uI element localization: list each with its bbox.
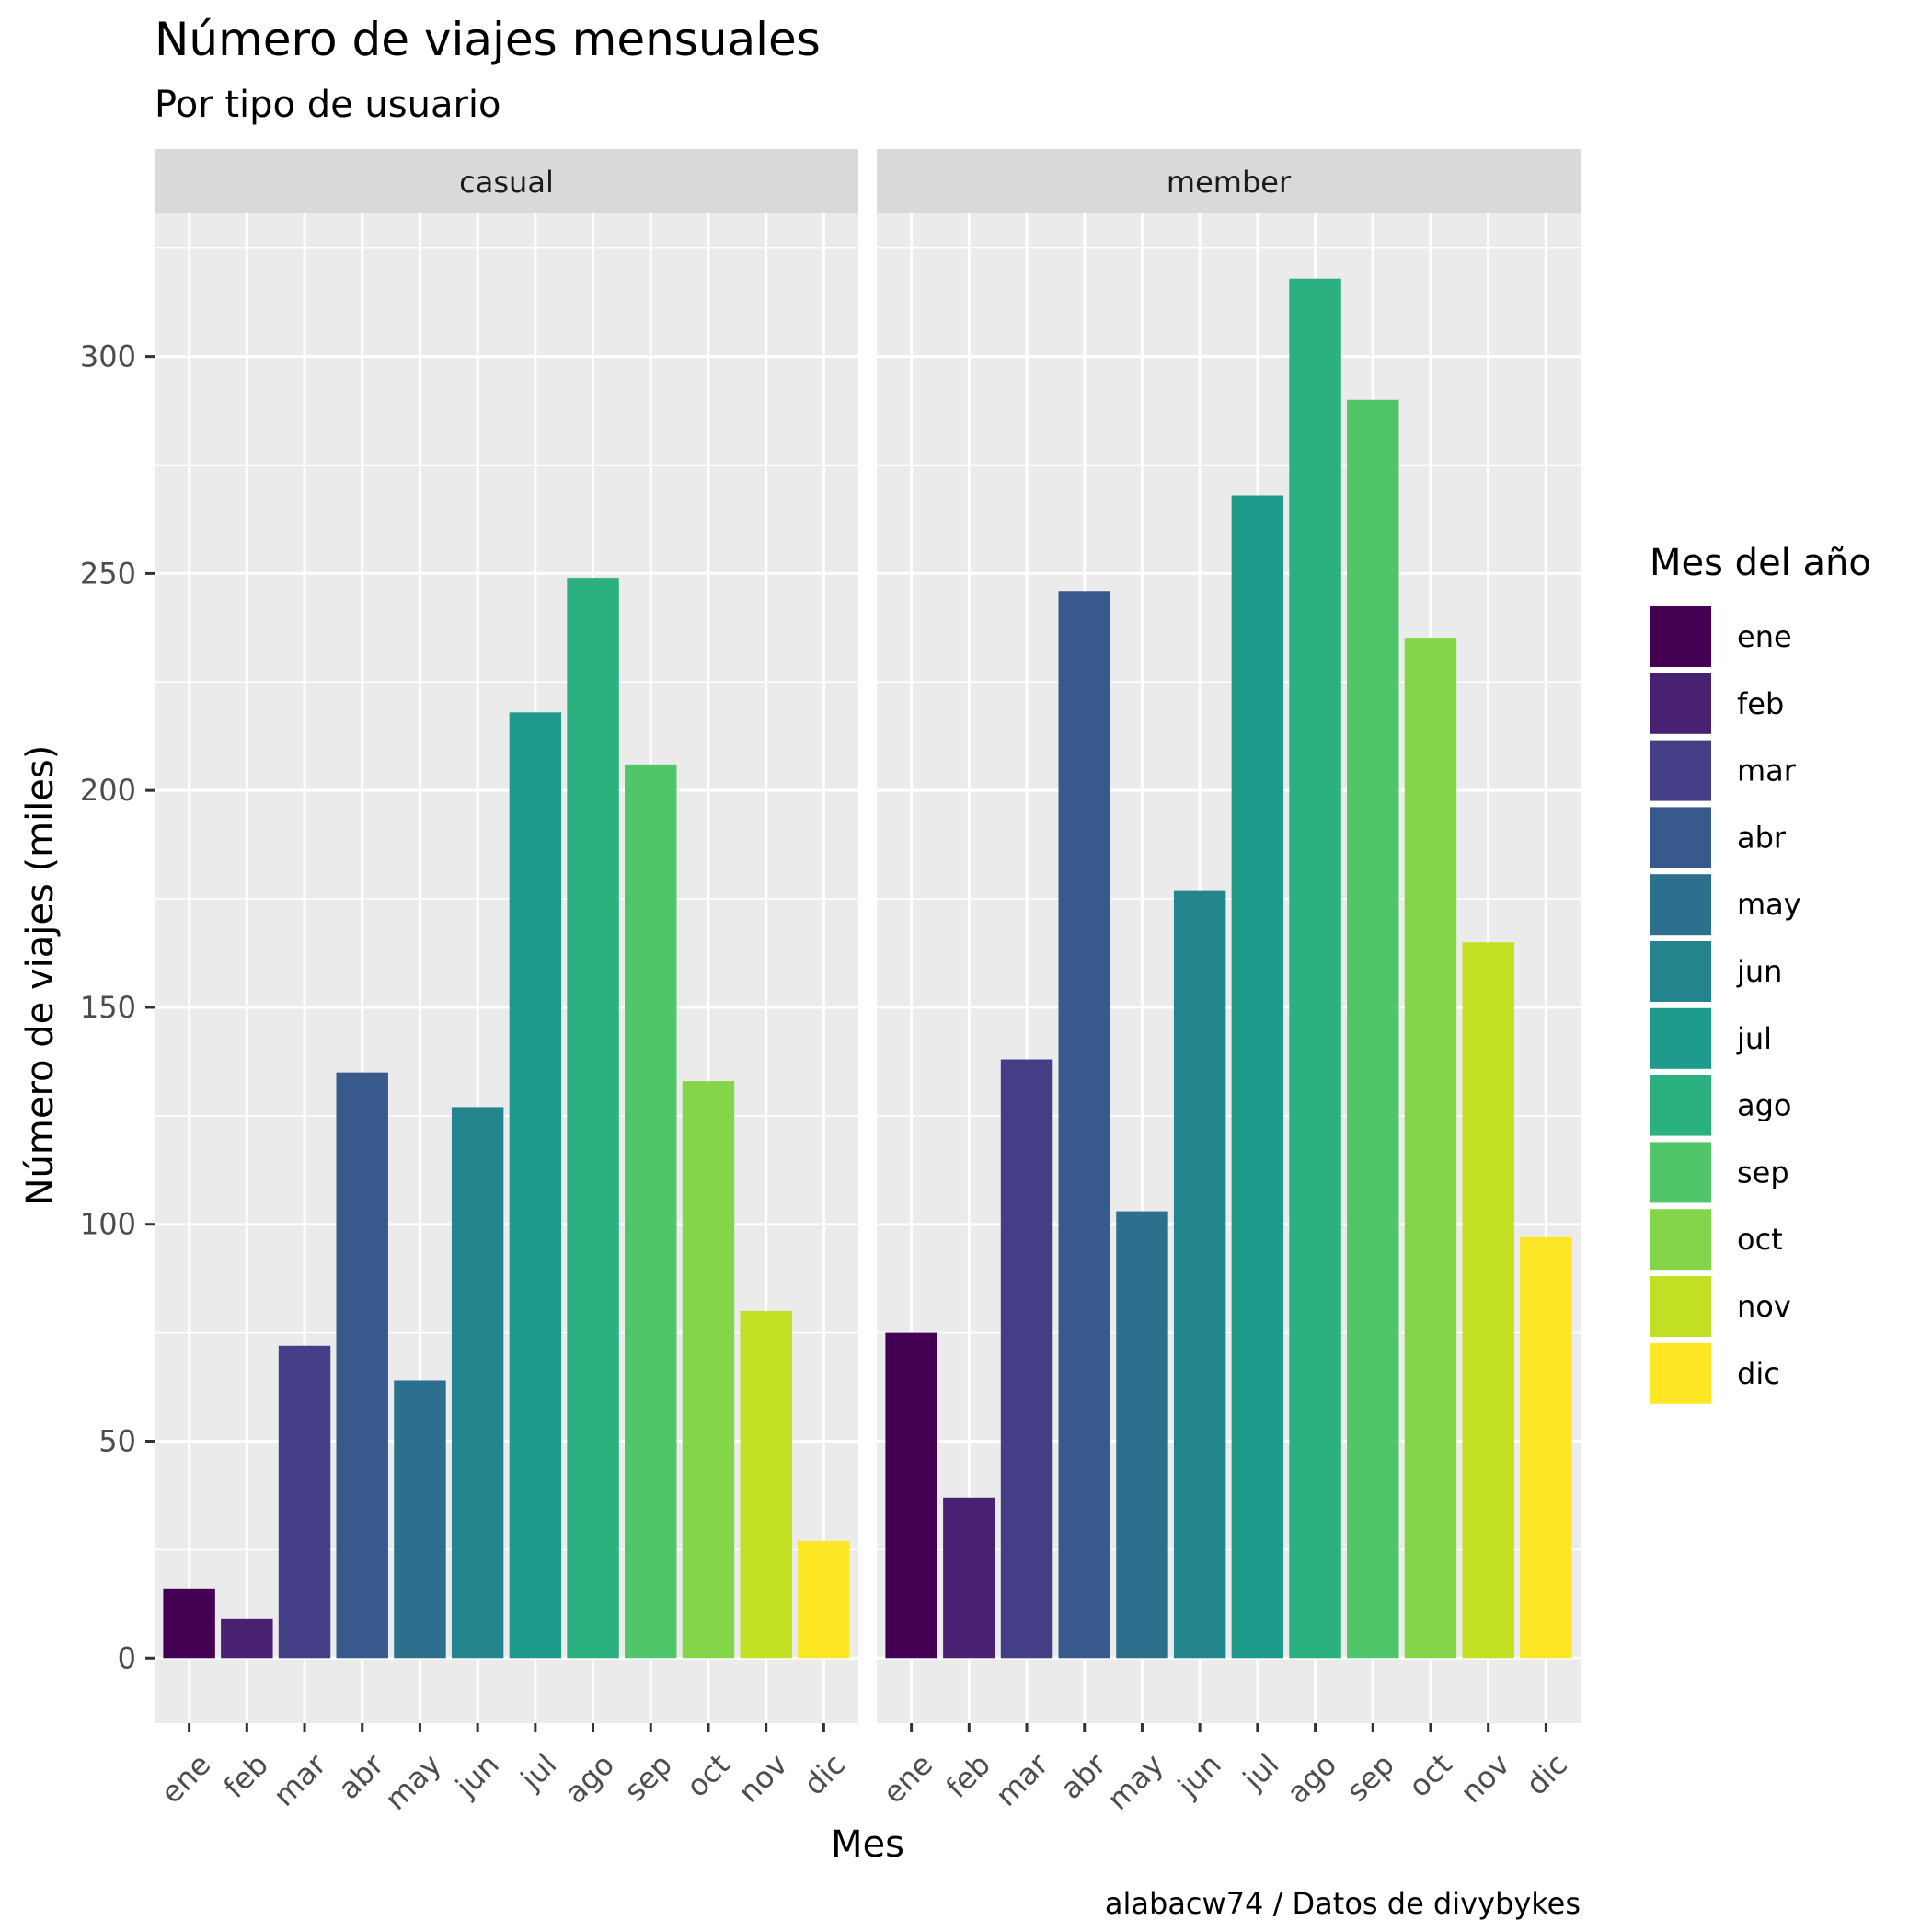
x-tick-label-sep: sep [617, 1747, 679, 1809]
legend-label-dic: dic [1737, 1356, 1780, 1391]
bar-member-jun [1173, 890, 1226, 1659]
facet-strip-label-member: member [1167, 165, 1292, 200]
bar-member-sep [1347, 399, 1399, 1659]
x-tick-label-dic: dic [797, 1747, 852, 1802]
x-tick-label-ene: ene [876, 1747, 939, 1811]
y-tick-label: 100 [80, 1207, 136, 1242]
legend-label-mar: mar [1737, 753, 1797, 788]
x-tick-label-jun: jun [1170, 1747, 1228, 1805]
y-tick-label: 300 [80, 339, 136, 374]
bar-member-mar [1000, 1059, 1053, 1659]
x-tick-label-dic: dic [1519, 1747, 1574, 1802]
bar-member-feb [943, 1497, 995, 1659]
legend-label-nov: nov [1737, 1289, 1791, 1324]
x-tick-label-nov: nov [1454, 1747, 1516, 1810]
x-tick-label-mar: mar [267, 1746, 334, 1813]
x-tick-label-oct: oct [1402, 1747, 1459, 1804]
bar-casual-feb [221, 1618, 273, 1659]
bar-member-jul [1231, 495, 1284, 1659]
x-tick-label-jul: jul [513, 1747, 563, 1797]
bar-member-nov [1462, 942, 1514, 1659]
x-axis-title: Mes [831, 1823, 904, 1866]
legend-label-abr: abr [1737, 820, 1787, 855]
x-tick-label-nov: nov [731, 1747, 794, 1810]
bar-casual-oct [682, 1081, 735, 1659]
x-tick-label-sep: sep [1340, 1747, 1401, 1809]
y-tick-label: 200 [80, 773, 136, 808]
x-tick-label-may: may [1100, 1747, 1170, 1817]
chart-title: Número de viajes mensuales [155, 13, 821, 66]
bar-casual-dic [798, 1540, 850, 1659]
legend-key-nov [1649, 1274, 1713, 1339]
legend: Mes del año ene feb mar abr may jun jul ago sep o… [1649, 542, 1871, 1406]
bar-member-dic [1520, 1236, 1572, 1659]
bar-casual-jul [509, 712, 562, 1659]
legend-key-abr [1649, 805, 1713, 870]
bar-casual-nov [740, 1311, 792, 1659]
bar-casual-jun [451, 1107, 504, 1659]
y-tick-label: 250 [80, 556, 136, 591]
legend-label-ago: ago [1737, 1088, 1792, 1123]
bar-member-abr [1058, 591, 1110, 1659]
facet-strip-member [877, 149, 1581, 213]
y-tick-label: 0 [118, 1640, 136, 1675]
y-tick-label: 50 [98, 1423, 136, 1458]
legend-title: Mes del año [1650, 542, 1871, 584]
x-tick-label-mar: mar [989, 1746, 1056, 1813]
legend-label-may: may [1737, 887, 1801, 922]
legend-key-oct [1649, 1207, 1713, 1272]
legend-label-oct: oct [1737, 1222, 1783, 1257]
facet-strip-label-casual: casual [459, 165, 554, 200]
x-tick-label-may: may [378, 1747, 448, 1817]
x-tick-label-feb: feb [939, 1747, 997, 1805]
legend-key-mar [1649, 738, 1713, 803]
legend-label-jul: jul [1736, 1021, 1772, 1056]
legend-label-sep: sep [1737, 1155, 1789, 1190]
bar-casual-may [394, 1380, 446, 1659]
bar-casual-abr [336, 1072, 388, 1659]
legend-label-feb: feb [1737, 686, 1784, 721]
bar-member-may [1116, 1211, 1168, 1659]
legend-key-sep [1649, 1140, 1713, 1205]
chart-caption: alabacw74 / Datos de divybykes [1105, 1886, 1581, 1921]
bar-casual-sep [625, 764, 677, 1659]
x-tick-label-feb: feb [217, 1747, 275, 1805]
bar-casual-ene [163, 1588, 215, 1659]
x-tick-label-jul: jul [1236, 1747, 1285, 1797]
legend-key-may [1649, 872, 1713, 937]
facet-strip-casual [155, 149, 858, 213]
x-tick-label-ago: ago [558, 1747, 621, 1811]
bar-casual-mar [278, 1345, 331, 1659]
x-tick-label-ago: ago [1280, 1747, 1343, 1811]
legend-key-jun [1649, 939, 1713, 1004]
legend-key-feb [1649, 671, 1713, 736]
bar-casual-ago [567, 578, 619, 1659]
y-axis-title: Número de viajes (miles) [19, 745, 62, 1206]
chart-subtitle: Por tipo de usuario [155, 84, 501, 126]
legend-label-jun: jun [1736, 954, 1782, 989]
y-tick-label: 150 [80, 990, 136, 1025]
legend-key-jul [1649, 1006, 1713, 1071]
y-axis: 0 50 100 150 200 250 300 [80, 339, 155, 1675]
legend-key-ago [1649, 1073, 1713, 1138]
x-tick-label-oct: oct [680, 1747, 737, 1804]
legend-label-ene: ene [1737, 619, 1792, 654]
bar-member-ene [885, 1332, 937, 1659]
bar-member-ago [1289, 278, 1341, 1659]
legend-key-ene [1649, 604, 1713, 669]
legend-key-dic [1649, 1340, 1713, 1406]
x-tick-label-ene: ene [154, 1747, 217, 1811]
bar-member-oct [1404, 638, 1457, 1659]
x-tick-label-jun: jun [448, 1747, 506, 1805]
